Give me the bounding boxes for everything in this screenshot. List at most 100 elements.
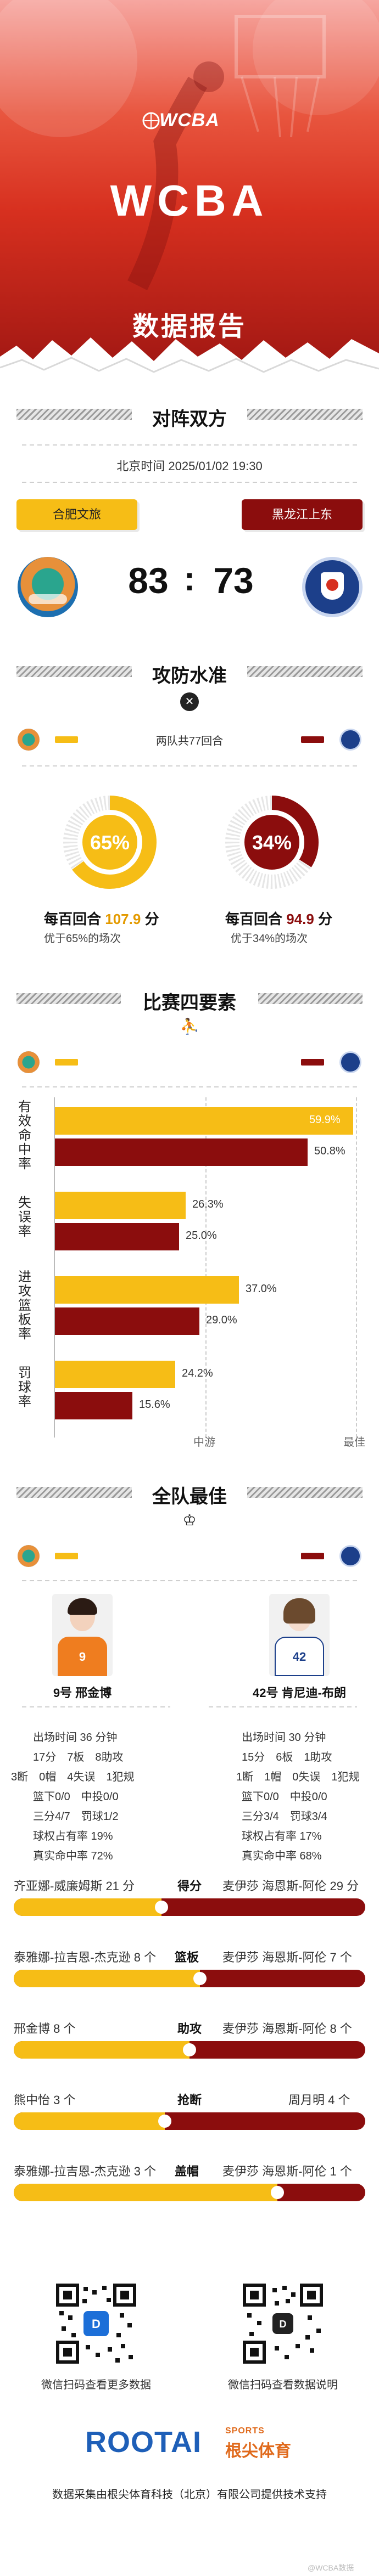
leader-bar-home-fill [14, 2112, 165, 2130]
divider [22, 765, 357, 766]
gridline-mid [205, 1097, 207, 1438]
away-legend-chip [301, 736, 324, 743]
factor-bar-away [55, 1307, 199, 1335]
leader-away-name: 麦伊莎 海恩斯-阿伦 1 个 [222, 2164, 352, 2178]
home-gauge-arc [63, 796, 157, 889]
factor-bar-away [55, 1392, 132, 1419]
section-title-team-best: 全队最佳 [152, 1486, 227, 1507]
away-per100-value: 94.9 [286, 911, 314, 927]
away-stat-line: 篮下0/0 中投0/0 [242, 1791, 327, 1803]
leader-category: 盖帽 [174, 2164, 199, 2178]
stripe-decoration [247, 409, 363, 420]
match-datetime: 北京时间 2025/01/02 19:30 [116, 459, 263, 473]
leader-bar-knob [155, 1901, 168, 1914]
away-legend-chip [301, 1553, 324, 1559]
footer-credit: 数据采集由根尖体育科技（北京）有限公司提供技术支持 [52, 2489, 327, 2501]
factor-value-away: 50.8% [314, 1145, 345, 1157]
leader-away-name: 麦伊莎 海恩斯-阿伦 29 分 [222, 1879, 359, 1893]
wcba-logo: WCBA [140, 104, 239, 143]
section-title-offense-defense: 攻防水准 [152, 666, 227, 686]
away-gauge-arc [225, 796, 319, 889]
home-team-name: 合肥文旅 [52, 508, 101, 521]
trophy-icon: ♔ [182, 1512, 197, 1529]
axis-label-mid: 中游 [193, 1436, 215, 1448]
away-legend-chip [301, 1059, 324, 1066]
svg-text:D: D [280, 2319, 287, 2330]
home-team-badge [18, 1051, 40, 1073]
home-stat-line: 3断 0帽 4失误 1犯规 [11, 1771, 135, 1783]
away-stat-line: 1断 1帽 0失误 1犯规 [236, 1771, 360, 1783]
home-per100-prefix: 每百回合 [44, 911, 102, 927]
away-team-badge [339, 729, 361, 751]
factor-bar-away [55, 1223, 179, 1250]
brand-en: ROOTAI [85, 2426, 202, 2459]
svg-text:D: D [92, 2317, 101, 2331]
leader-bar-home-fill [14, 2041, 190, 2059]
home-player-name: 9号 邢金博 [53, 1686, 112, 1700]
qr-code-data-description[interactable]: D [242, 2282, 324, 2365]
hero-subtitle: 数据报告 [132, 312, 247, 341]
home-team-badge [18, 729, 40, 751]
home-efficiency-gauge [63, 796, 157, 889]
four-factors-chart: 有效命中率 59.9% 50.8% 失误率 26.3% 25.0% 进攻篮板率 … [0, 1097, 379, 1459]
hero-banner: WCBA WCBA 数据报告 [0, 0, 379, 384]
away-team-badge [339, 1051, 361, 1073]
factor-bar-home [55, 1361, 175, 1388]
home-percentile-note: 优于65%的场次 [44, 933, 121, 945]
divider [209, 1706, 357, 1707]
factor-value-home: 37.0% [246, 1283, 277, 1295]
hero-title: WCBA [110, 176, 269, 225]
factor-value-away: 15.6% [139, 1399, 170, 1411]
crossed-swords-icon: ✕ [180, 692, 199, 711]
stripe-decoration [247, 666, 363, 677]
home-stat-line: 篮下0/0 中投0/0 [33, 1791, 119, 1803]
home-team-pill: 合肥文旅 [16, 499, 137, 530]
away-efficiency-pct: 34% [252, 831, 292, 854]
factor-bar-away [55, 1138, 308, 1166]
away-team-badge [339, 1545, 361, 1567]
leader-bar-home-fill [14, 1970, 200, 1987]
leader-home-name: 泰雅娜-拉吉恩-杰克逊 8 个 [14, 1951, 157, 1964]
stripe-decoration [16, 666, 132, 677]
home-stat-line: 出场时间 36 分钟 [33, 1732, 118, 1744]
home-stat-line: 球权占有率 19% [33, 1830, 113, 1842]
divider [22, 1086, 357, 1087]
section-title-four-factors: 比赛四要素 [143, 993, 236, 1013]
leader-category: 得分 [177, 1879, 202, 1893]
leader-home-name: 齐亚娜-威廉姆斯 21 分 [14, 1879, 135, 1893]
basketball-hoop-icon: ⛹ [180, 1018, 199, 1035]
home-efficiency-pct: 65% [90, 831, 130, 854]
away-stat-line: 15分 6板 1助攻 [242, 1751, 332, 1763]
divider [22, 444, 357, 446]
home-score: 83 [128, 560, 169, 601]
away-per100-prefix: 每百回合 [225, 911, 283, 927]
factor-value-away: 25.0% [186, 1230, 217, 1242]
home-per100: 每百回合 107.9 分 [44, 908, 159, 928]
away-percentile-note: 优于34%的场次 [231, 933, 308, 945]
axis-label-max: 最佳 [343, 1436, 365, 1448]
home-player-jersey-number: 9 [79, 1650, 86, 1664]
team-leaders: 齐亚娜-威廉姆斯 21 分 得分 麦伊莎 海恩斯-阿伦 29 分 泰雅娜-拉吉恩… [0, 1876, 379, 2239]
leader-bar-knob [271, 2186, 284, 2199]
factor-label-turnover: 失误率 [18, 1196, 31, 1239]
stripe-decoration [16, 409, 132, 420]
away-stat-line: 三分3/4 罚球3/4 [242, 1811, 327, 1823]
hero-background-art [0, 0, 379, 290]
factor-label-efg: 有效命中率 [18, 1100, 31, 1171]
score-separator: : [183, 560, 196, 598]
factor-label-oreb: 进攻篮板率 [18, 1270, 31, 1341]
home-stat-line: 17分 7板 8助攻 [33, 1751, 124, 1763]
leader-bar [14, 2041, 365, 2059]
brand-cn: 根尖体育 [225, 2442, 291, 2460]
qr-code-more-data[interactable]: D [55, 2282, 137, 2365]
factor-bar-home [55, 1107, 353, 1135]
leader-bar [14, 2184, 365, 2201]
divider [22, 1706, 170, 1707]
away-per100-suffix: 分 [318, 911, 333, 927]
leader-away-name: 麦伊莎 海恩斯-阿伦 7 个 [222, 1951, 352, 1964]
leader-home-name: 邢金博 8 个 [14, 2022, 76, 2036]
stripe-decoration [16, 1487, 132, 1498]
gauge-center [244, 815, 299, 870]
leader-home-name: 泰雅娜-拉吉恩-杰克逊 3 个 [14, 2164, 157, 2178]
rootai-logo: ROOTAI SPORTS 根尖体育 [80, 2425, 299, 2464]
